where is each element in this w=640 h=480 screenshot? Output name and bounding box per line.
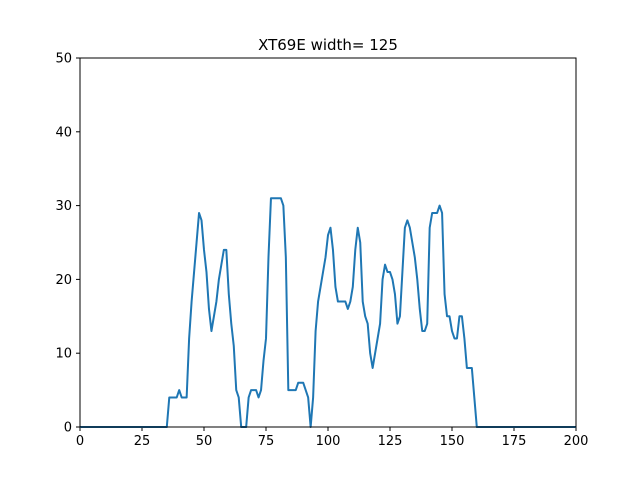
x-axis-ticks: 0 25 50 75 100 125 150 175 200 [76, 427, 589, 449]
x-tick-label: 100 [316, 434, 341, 449]
x-tick-label: 0 [76, 434, 84, 449]
x-tick-label: 200 [564, 434, 589, 449]
x-tick-label: 175 [502, 434, 527, 449]
y-tick-label: 0 [64, 421, 72, 436]
y-tick-label: 20 [55, 273, 72, 288]
chart-title: XT69E width= 125 [258, 36, 398, 54]
x-tick-label: 125 [378, 434, 403, 449]
plot-frame [79, 57, 577, 428]
y-tick-label: 50 [55, 52, 72, 67]
x-tick-label: 150 [440, 434, 465, 449]
y-tick-label: 10 [55, 347, 72, 362]
x-tick-label: 25 [134, 434, 151, 449]
y-tick-label: 40 [55, 125, 72, 140]
x-tick-label: 75 [258, 434, 275, 449]
y-axis-ticks: 0 10 20 30 40 50 [55, 52, 80, 436]
y-tick-label: 30 [55, 199, 72, 214]
series-line [80, 197, 576, 428]
x-tick-label: 50 [196, 434, 213, 449]
